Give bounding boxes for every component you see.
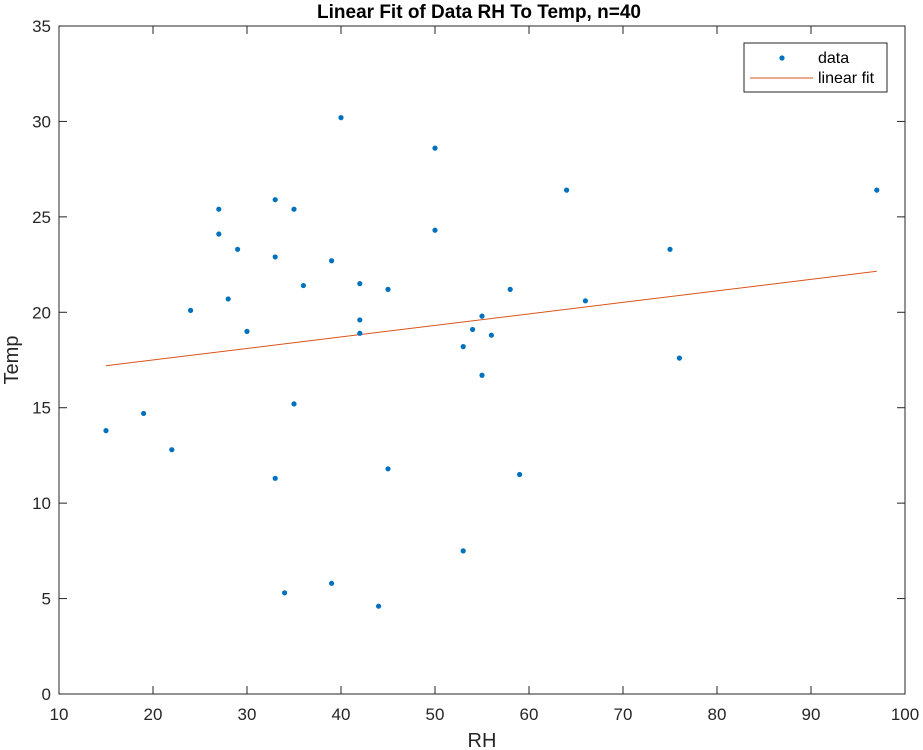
data-point — [676, 355, 683, 361]
y-tick-label: 0 — [42, 685, 51, 704]
data-point — [376, 603, 382, 609]
y-axis-label: Temp — [1, 336, 23, 385]
data-point — [282, 590, 288, 596]
data-point — [338, 115, 344, 121]
data-point — [357, 330, 363, 336]
data-point — [291, 401, 297, 407]
fit-line-layer — [105, 270, 877, 367]
x-tick-label: 60 — [520, 705, 539, 724]
legend: data linear fit — [743, 42, 888, 93]
data-point — [874, 187, 880, 193]
data-point — [470, 326, 476, 333]
x-tick-label: 10 — [50, 705, 69, 724]
data-point — [272, 197, 278, 203]
legend-box — [743, 42, 888, 93]
x-tick-label: 100 — [891, 705, 919, 724]
y-tick-label: 15 — [32, 399, 51, 418]
data-point — [188, 307, 194, 313]
x-tick-label: 20 — [144, 705, 163, 724]
data-point — [517, 471, 523, 478]
data-point — [479, 372, 485, 378]
y-tick-label: 20 — [32, 303, 51, 322]
linear-fit-line — [105, 270, 877, 367]
y-tick-label: 35 — [32, 17, 51, 36]
y-tick-label: 5 — [42, 590, 51, 609]
data-point — [564, 187, 570, 193]
x-tick-label: 80 — [708, 705, 727, 724]
data-point — [291, 206, 297, 212]
data-point — [385, 286, 391, 292]
data-point — [385, 466, 391, 472]
data-point — [460, 344, 466, 350]
data-point — [244, 328, 250, 334]
y-tick-label: 30 — [32, 112, 51, 131]
data-points-layer — [103, 115, 880, 609]
data-point — [329, 580, 335, 586]
data-point — [216, 206, 222, 212]
plot-area — [58, 25, 906, 695]
data-point — [103, 428, 109, 434]
data-point — [432, 227, 438, 233]
x-tick-label: 30 — [238, 705, 257, 724]
data-point — [216, 231, 222, 237]
data-point — [169, 447, 175, 453]
data-point — [460, 548, 466, 554]
data-point — [225, 296, 231, 302]
x-tick-label: 40 — [332, 705, 351, 724]
x-tick-label: 70 — [614, 705, 633, 724]
x-tick-label: 50 — [426, 705, 445, 724]
y-axis-ticks: 0 5 10 15 20 25 30 35 — [32, 17, 905, 704]
x-tick-label: 90 — [802, 705, 821, 724]
y-tick-label: 10 — [32, 494, 51, 513]
chart-title: Linear Fit of Data RH To Temp, n=40 — [317, 2, 641, 23]
data-point — [667, 246, 673, 252]
data-point — [235, 246, 241, 252]
data-point — [479, 313, 485, 319]
data-point — [582, 298, 589, 304]
data-point — [507, 286, 513, 292]
x-axis-label: RH — [468, 730, 497, 750]
data-point — [272, 475, 278, 481]
data-point — [329, 258, 335, 264]
data-point — [357, 281, 363, 287]
y-tick-label: 25 — [32, 208, 51, 227]
data-point — [272, 254, 278, 260]
data-point — [141, 410, 147, 417]
x-axis-ticks: 10 20 30 40 50 60 70 80 90 100 — [50, 26, 919, 724]
data-point — [357, 317, 363, 323]
legend-label-fit: linear fit — [818, 70, 875, 87]
data-point — [488, 332, 494, 338]
data-point — [432, 145, 438, 151]
data-point — [300, 282, 306, 289]
legend-marker-data — [779, 55, 785, 61]
legend-label-data: data — [818, 50, 849, 67]
